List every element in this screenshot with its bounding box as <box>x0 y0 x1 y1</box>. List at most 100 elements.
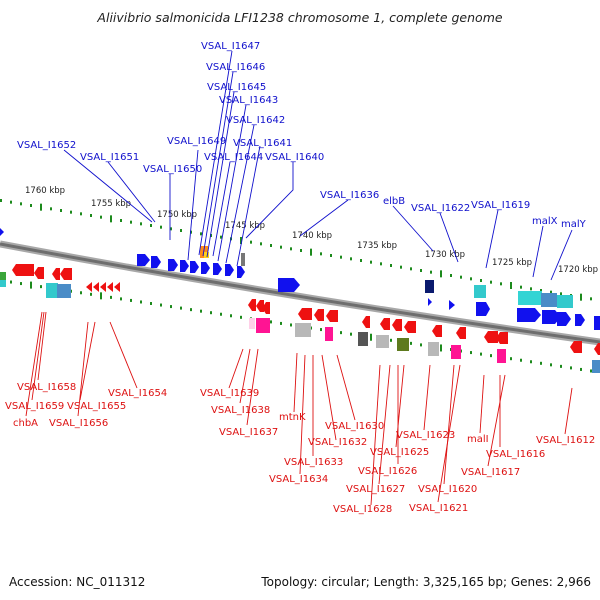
gene-label[interactable]: VSAL_I1634 <box>269 474 328 485</box>
gene-reverse[interactable] <box>432 325 442 337</box>
gene-reverse[interactable] <box>12 264 34 276</box>
gene-label[interactable]: VSAL_I1642 <box>226 115 285 126</box>
gene-forward[interactable] <box>137 254 150 266</box>
feature-block[interactable] <box>592 360 600 373</box>
gene-label[interactable]: VSAL_I1638 <box>211 405 270 416</box>
feature-block[interactable] <box>428 342 439 356</box>
feature-block[interactable] <box>376 335 389 348</box>
gene-label[interactable]: VSAL_I1655 <box>67 401 126 412</box>
feature-block[interactable] <box>0 272 6 280</box>
feature-block[interactable] <box>57 284 71 298</box>
gene-label[interactable]: VSAL_I1632 <box>308 437 367 448</box>
feature-block[interactable] <box>541 293 557 307</box>
gene-label[interactable]: VSAL_I1627 <box>346 484 405 495</box>
feature-block[interactable] <box>474 285 486 298</box>
gene-label[interactable]: elbB <box>383 196 405 207</box>
gene-forward[interactable] <box>151 256 161 268</box>
gene-label[interactable]: VSAL_I1621 <box>409 503 468 514</box>
gene-label[interactable]: VSAL_I1640 <box>265 152 324 163</box>
gene-forward[interactable] <box>449 300 455 310</box>
gene-label[interactable]: VSAL_I1612 <box>536 435 595 446</box>
gene-reverse[interactable] <box>34 267 44 279</box>
gene-reverse[interactable] <box>380 318 390 330</box>
feature-block[interactable] <box>557 295 573 308</box>
gene-label[interactable]: VSAL_I1649 <box>167 136 226 147</box>
gene-reverse[interactable] <box>52 268 60 280</box>
gene-label[interactable]: VSAL_I1637 <box>219 427 278 438</box>
gene-label[interactable]: VSAL_I1650 <box>143 164 202 175</box>
gene-label[interactable]: VSAL_I1656 <box>49 418 108 429</box>
gene-label[interactable]: VSAL_I1651 <box>80 152 139 163</box>
feature-block[interactable] <box>397 338 409 351</box>
gene-label[interactable]: VSAL_I1636 <box>320 190 379 201</box>
gene-forward[interactable] <box>428 298 432 306</box>
gene-forward[interactable] <box>201 262 210 274</box>
gene-label[interactable]: VSAL_I1628 <box>333 504 392 515</box>
gene-label[interactable]: VSAL_I1620 <box>418 484 477 495</box>
gene-forward[interactable] <box>180 260 189 272</box>
gene-forward[interactable] <box>0 228 4 236</box>
gene-reverse[interactable] <box>484 331 498 343</box>
gene-label[interactable]: VSAL_I1639 <box>200 388 259 399</box>
feature-block[interactable] <box>425 280 434 293</box>
gene-forward[interactable] <box>575 314 585 326</box>
gene-reverse[interactable] <box>298 308 312 320</box>
gene-reverse[interactable] <box>93 282 99 292</box>
gene-label[interactable]: VSAL_I1630 <box>325 421 384 432</box>
gene-reverse[interactable] <box>314 309 324 321</box>
gene-reverse[interactable] <box>570 341 582 353</box>
feature-block[interactable] <box>46 283 58 298</box>
gene-reverse[interactable] <box>594 343 600 355</box>
feature-block[interactable] <box>497 349 506 363</box>
feature-block[interactable] <box>518 291 542 305</box>
gene-forward[interactable] <box>517 308 541 322</box>
gene-reverse[interactable] <box>248 299 256 311</box>
gene-label[interactable]: VSAL_I1622 <box>411 203 470 214</box>
gene-label[interactable]: VSAL_I1633 <box>284 457 343 468</box>
gene-reverse[interactable] <box>60 268 72 280</box>
gene-label[interactable]: chbA <box>13 418 38 429</box>
gene-forward[interactable] <box>594 316 600 330</box>
gene-reverse[interactable] <box>256 300 264 312</box>
gene-reverse[interactable] <box>496 332 508 344</box>
feature-block[interactable] <box>256 318 270 333</box>
gene-label[interactable]: VSAL_I1652 <box>17 140 76 151</box>
gene-reverse[interactable] <box>362 316 370 328</box>
gene-label[interactable]: VSAL_I1644 <box>204 152 263 163</box>
gene-forward[interactable] <box>476 302 490 316</box>
gene-label[interactable]: malX <box>532 216 558 227</box>
gene-label[interactable]: VSAL_I1623 <box>396 430 455 441</box>
gene-label[interactable]: VSAL_I1641 <box>233 138 292 149</box>
gene-reverse[interactable] <box>392 319 402 331</box>
feature-block[interactable] <box>358 332 368 346</box>
feature-block[interactable] <box>295 323 311 337</box>
gene-label[interactable]: VSAL_I1616 <box>486 449 545 460</box>
feature-block[interactable] <box>204 252 209 258</box>
gene-reverse[interactable] <box>404 321 416 333</box>
gene-forward[interactable] <box>225 264 234 276</box>
gene-label[interactable]: mtnK <box>279 412 306 423</box>
gene-label[interactable]: VSAL_I1658 <box>17 382 76 393</box>
gene-reverse[interactable] <box>262 302 270 314</box>
gene-label[interactable]: VSAL_I1643 <box>219 95 278 106</box>
gene-reverse[interactable] <box>100 282 106 292</box>
gene-reverse[interactable] <box>456 327 466 339</box>
gene-label[interactable]: VSAL_I1645 <box>207 82 266 93</box>
gene-label[interactable]: VSAL_I1625 <box>370 447 429 458</box>
gene-forward[interactable] <box>278 278 300 292</box>
gene-label[interactable]: VSAL_I1659 <box>5 401 64 412</box>
gene-forward[interactable] <box>542 310 561 324</box>
feature-block[interactable] <box>249 318 255 329</box>
gene-label[interactable]: VSAL_I1617 <box>461 467 520 478</box>
gene-label[interactable]: VSAL_I1626 <box>358 466 417 477</box>
gene-label[interactable]: VSAL_I1646 <box>206 62 265 73</box>
gene-reverse[interactable] <box>86 282 92 292</box>
gene-label[interactable]: malI <box>467 434 489 445</box>
gene-reverse[interactable] <box>326 310 338 322</box>
feature-block[interactable] <box>325 327 333 341</box>
gene-label[interactable]: malY <box>561 219 587 230</box>
feature-block[interactable] <box>0 280 6 287</box>
feature-block[interactable] <box>451 345 461 359</box>
feature-block[interactable] <box>241 253 245 266</box>
gene-forward[interactable] <box>557 312 571 326</box>
